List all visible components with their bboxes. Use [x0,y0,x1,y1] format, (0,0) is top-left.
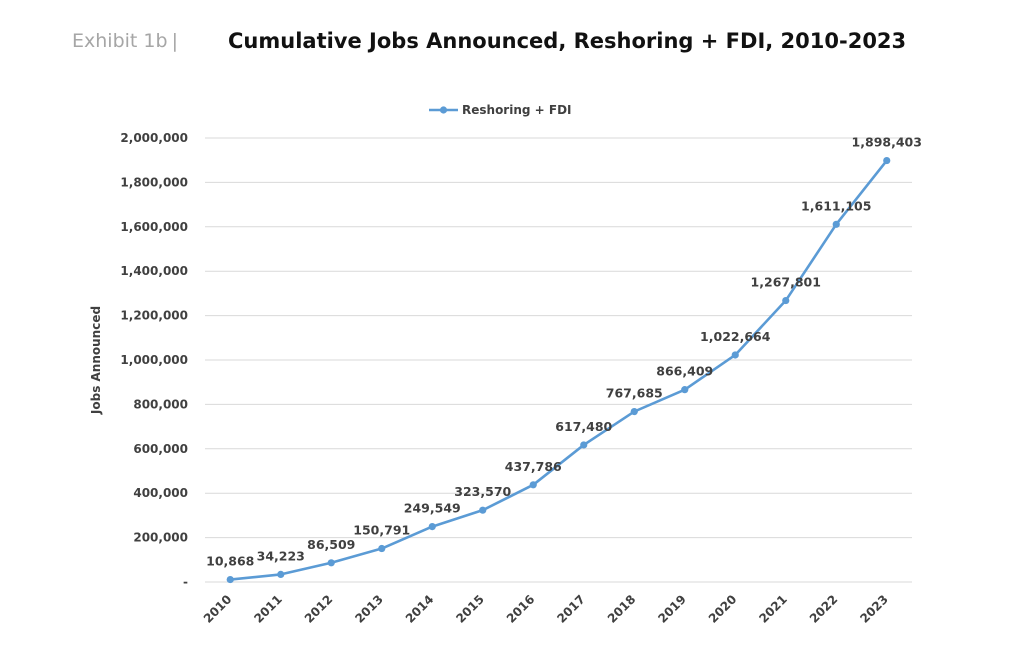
y-tick-label: 2,000,000 [120,131,188,145]
x-tick-label: 2020 [706,592,740,626]
x-tick-label: 2011 [251,592,285,626]
x-tick-label: 2018 [605,592,639,626]
data-label: 866,409 [656,364,713,379]
data-point [226,575,234,584]
data-label: 323,570 [454,484,511,499]
data-point [277,570,285,579]
data-label: 86,509 [307,537,355,552]
x-tick-label: 2014 [403,592,437,626]
x-tick-label: 2021 [756,592,790,626]
chart-header: Exhibit 1b | [72,26,184,56]
data-point [428,523,436,531]
series-line [228,159,889,581]
data-label: 617,480 [555,419,612,434]
data-label: 34,223 [257,548,305,563]
x-tick-label: 2012 [302,592,336,626]
y-tick-label: 1,200,000 [120,309,188,323]
data-label: 1,267,801 [751,275,821,290]
data-point [479,506,487,514]
data-label: 150,791 [353,523,410,538]
y-tick-label: 600,000 [133,442,188,456]
y-tick-label: 1,000,000 [120,353,188,367]
data-label: 767,685 [606,386,663,401]
data-point [832,220,840,228]
data-label: 1,898,403 [852,135,922,150]
x-tick-label: 2016 [504,592,538,626]
x-tick-label: 2015 [453,592,487,626]
y-tick-label: 1,800,000 [120,175,188,189]
data-point [529,481,537,489]
data-point [580,441,588,449]
x-tick-label: 2022 [807,592,841,626]
data-point [681,386,689,394]
y-tick-label: 1,400,000 [120,264,188,278]
y-tick-label: 400,000 [133,486,188,500]
x-tick-label: 2019 [655,592,689,626]
data-point [327,559,335,567]
legend-label: Reshoring + FDI [462,103,572,117]
data-point [883,156,891,165]
x-tick-label: 2010 [201,592,235,626]
x-tick-label: 2023 [857,592,891,626]
data-label: 10,868 [206,554,254,569]
chart-title: Cumulative Jobs Announced, Reshoring + F… [228,29,907,53]
data-point [731,351,739,359]
data-point [630,407,638,416]
x-tick-label: 2017 [554,592,588,626]
y-tick-label: 1,600,000 [120,220,188,234]
data-label: 1,022,664 [700,329,771,344]
data-point [782,296,790,305]
y-tick-label: 200,000 [133,531,188,545]
header-separator: | [171,30,178,52]
y-axis-title: Jobs Announced [89,306,103,415]
data-label: 1,611,105 [801,198,871,213]
data-label: 437,786 [505,459,562,474]
x-tick-label: 2013 [352,592,386,626]
data-label: 249,549 [404,501,461,516]
y-tick-label: 800,000 [133,397,188,411]
legend-marker-icon [439,106,448,114]
exhibit-label: Exhibit 1b [72,30,168,52]
data-point [378,544,386,553]
y-tick-label: - [183,575,188,589]
